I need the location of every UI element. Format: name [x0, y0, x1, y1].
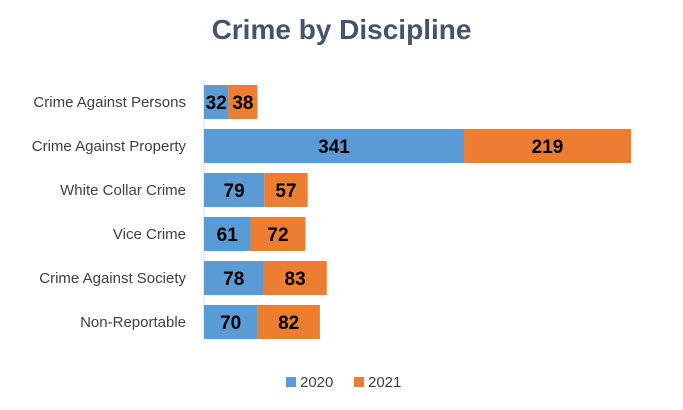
category-label-vice-crime: Vice Crime: [113, 226, 186, 243]
bar-2021-crime-against-property: [464, 129, 631, 163]
data-label-2020-crime-against-persons: 32: [206, 93, 227, 114]
bar-2021-white-collar-crime: [264, 173, 308, 207]
data-label-2021-white-collar-crime: 57: [275, 181, 296, 202]
category-labels: Crime Against Persons Crime Against Prope…: [32, 94, 187, 331]
bar-2021-crime-against-society: [263, 261, 327, 295]
data-label-2021-vice-crime: 72: [267, 225, 288, 246]
chart-title: Crime by Discipline: [211, 14, 472, 45]
bars-group: 32 38 341 219 79 57 61 72 78 83 70 82: [204, 85, 631, 339]
data-label-2020-crime-against-society: 78: [223, 269, 244, 290]
category-label-non-reportable: Non-Reportable: [80, 314, 186, 331]
bar-2020-vice-crime: [204, 217, 251, 251]
legend-label-2021: 2021: [368, 374, 401, 391]
data-label-2021-crime-against-society: 83: [285, 269, 306, 290]
data-label-2020-non-reportable: 70: [220, 313, 241, 334]
category-label-crime-against-property: Crime Against Property: [32, 138, 187, 155]
bar-2021-non-reportable: [257, 305, 320, 339]
bar-2021-vice-crime: [250, 217, 306, 251]
category-label-crime-against-persons: Crime Against Persons: [33, 94, 186, 111]
legend: 2020 2021: [286, 374, 401, 391]
data-label-2020-white-collar-crime: 79: [224, 181, 245, 202]
bar-2020-non-reportable: [204, 305, 258, 339]
legend-swatch-2021: [354, 377, 364, 387]
bar-2021-crime-against-persons: [228, 85, 258, 119]
data-label-2020-crime-against-property: 341: [318, 137, 350, 158]
legend-swatch-2020: [286, 377, 296, 387]
bar-2020-white-collar-crime: [204, 173, 265, 207]
category-label-white-collar-crime: White Collar Crime: [60, 182, 186, 199]
category-label-crime-against-society: Crime Against Society: [39, 270, 186, 287]
data-label-2021-non-reportable: 82: [278, 313, 299, 334]
bar-2020-crime-against-property: [204, 129, 465, 163]
bar-2020-crime-against-persons: [204, 85, 229, 119]
legend-label-2020: 2020: [300, 374, 333, 391]
bar-2020-crime-against-society: [204, 261, 264, 295]
data-label-2020-vice-crime: 61: [217, 225, 239, 246]
data-label-2021-crime-against-persons: 38: [232, 93, 253, 114]
data-label-2021-crime-against-property: 219: [532, 137, 564, 158]
